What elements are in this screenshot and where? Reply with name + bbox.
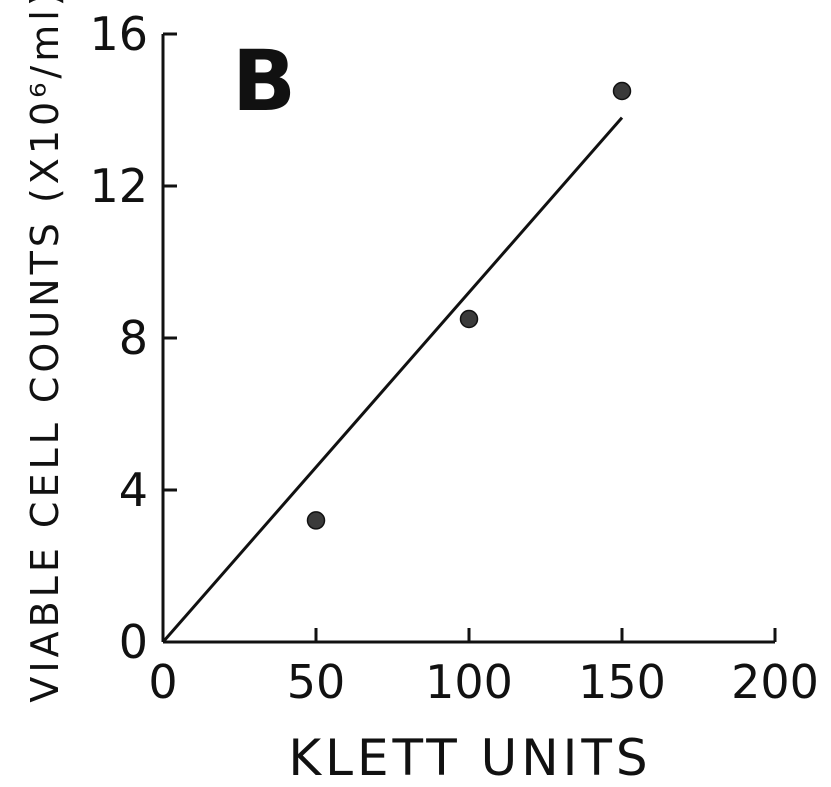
- x-tick-label: 100: [425, 655, 513, 709]
- fit-line: [161, 116, 624, 643]
- x-tick-label: 0: [148, 655, 177, 709]
- y-tick-label: 16: [89, 7, 148, 61]
- y-tick-label: 8: [119, 311, 148, 365]
- data-point: [459, 309, 479, 329]
- data-point: [306, 511, 326, 530]
- x-axis-title: KLETT UNITS: [288, 729, 651, 787]
- x-ticks: 0 50 100 150 200: [148, 628, 819, 709]
- data-point: [612, 81, 632, 101]
- y-tick-label: 12: [89, 159, 148, 213]
- y-tick-label: 0: [119, 615, 148, 669]
- x-tick-label: 200: [731, 655, 819, 709]
- y-axis-title: VIABLE CELL COUNTS (X10⁶/ml): [23, 0, 67, 703]
- y-tick-label: 4: [119, 463, 148, 517]
- x-tick-label: 150: [578, 655, 666, 709]
- panel-label: B: [232, 32, 296, 130]
- y-ticks: 0 4 8 12 16: [89, 7, 177, 669]
- data-marks: [161, 81, 632, 643]
- x-tick-label: 50: [287, 655, 346, 709]
